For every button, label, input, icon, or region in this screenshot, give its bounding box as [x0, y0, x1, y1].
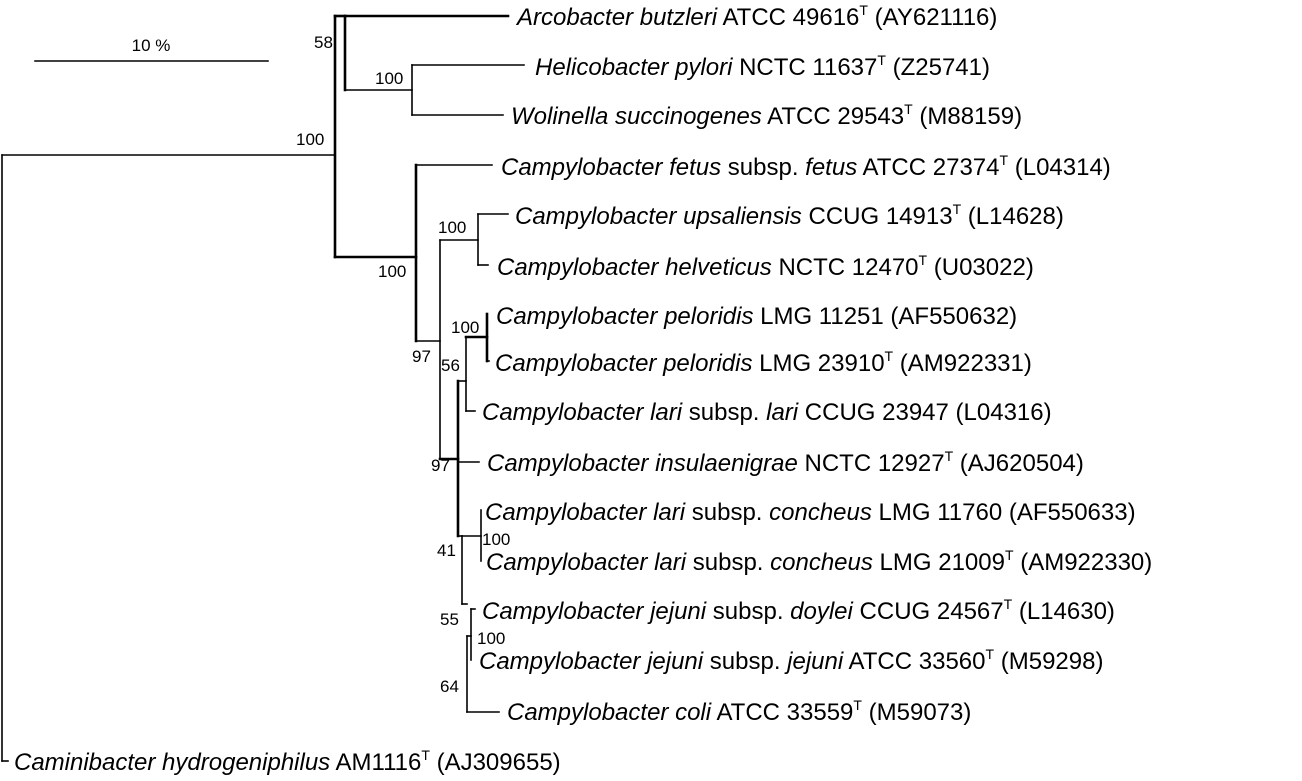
taxon-label: Campylobacter coli ATCC 33559T (M59073) [507, 697, 971, 726]
bootstrap-value: 55 [440, 610, 459, 629]
bootstrap-value: 100 [438, 218, 466, 237]
taxon-label: Wolinella succinogenes ATCC 29543T (M881… [511, 101, 1022, 130]
taxon-label: Campylobacter jejuni subsp. jejuni ATCC … [479, 646, 1103, 675]
taxon-label: Campylobacter peloridis LMG 11251 (AF550… [496, 303, 1017, 330]
taxon-label: Campylobacter fetus subsp. fetus ATCC 27… [501, 152, 1111, 181]
bootstrap-value: 41 [437, 541, 456, 560]
taxon-label: Caminibacter hydrogeniphilus AM1116T (AJ… [14, 747, 561, 776]
bootstrap-values: 58 100 100 100 100 97 100 56 97 100 41 5… [296, 33, 510, 696]
taxon-label: Campylobacter insulaenigrae NCTC 12927T … [487, 448, 1084, 477]
taxon-label: Campylobacter upsaliensis CCUG 14913T (L… [515, 201, 1064, 230]
bootstrap-value: 100 [375, 69, 403, 88]
bootstrap-value: 58 [314, 33, 333, 52]
taxon-label: Campylobacter jejuni subsp. doylei CCUG … [482, 596, 1115, 625]
bootstrap-value: 100 [451, 318, 479, 337]
taxon-label: Campylobacter lari subsp. lari CCUG 2394… [482, 399, 1052, 426]
bootstrap-value: 100 [477, 629, 505, 648]
taxon-label: Campylobacter lari subsp. concheus LMG 2… [486, 547, 1152, 576]
bootstrap-value: 56 [441, 356, 460, 375]
taxon-labels: Arcobacter butzleri ATCC 49616T (AY62111… [14, 2, 1152, 776]
taxon-label: Campylobacter peloridis LMG 23910T (AM92… [495, 348, 1032, 377]
taxon-label: Campylobacter helveticus NCTC 12470T (U0… [497, 252, 1034, 281]
taxon-label: Arcobacter butzleri ATCC 49616T (AY62111… [515, 2, 997, 31]
bootstrap-value: 100 [482, 530, 510, 549]
bootstrap-value: 97 [412, 347, 431, 366]
bootstrap-value: 97 [431, 456, 450, 475]
tree-branches [1, 14, 525, 762]
scale-bar: 10 % [34, 36, 269, 62]
scale-bar-label: 10 % [132, 36, 171, 55]
bootstrap-value: 100 [296, 130, 324, 149]
bootstrap-value: 100 [378, 262, 406, 281]
taxon-label: Helicobacter pylori NCTC 11637T (Z25741) [535, 52, 990, 81]
bootstrap-value: 64 [440, 677, 459, 696]
taxon-label: Campylobacter lari subsp. concheus LMG 1… [485, 499, 1136, 526]
